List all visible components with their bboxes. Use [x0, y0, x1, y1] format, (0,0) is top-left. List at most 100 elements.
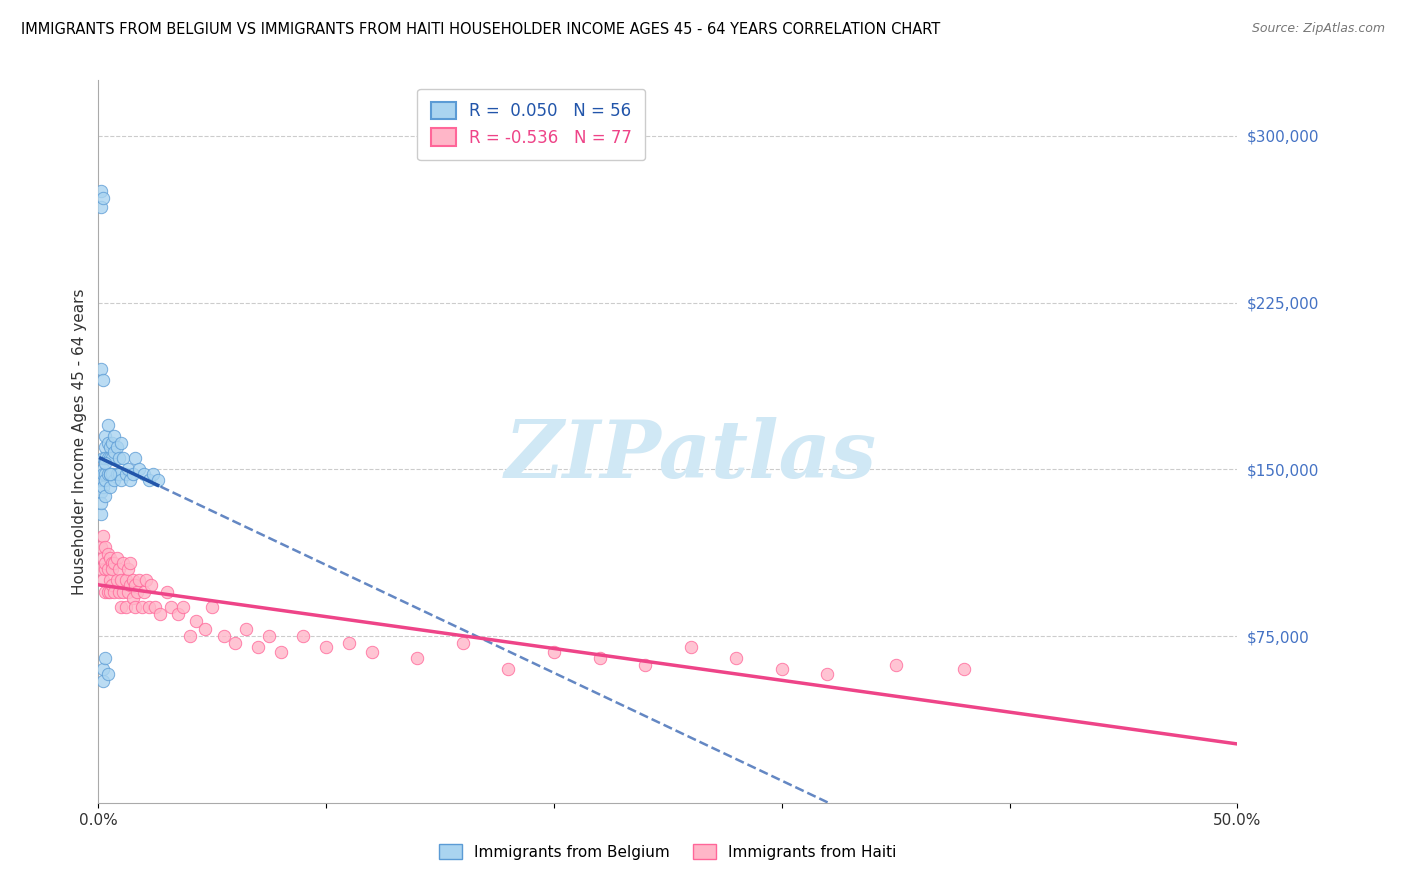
Point [105, 440, 128, 454]
Point [110, 474, 132, 488]
Point [146, 474, 169, 488]
Point [94, 489, 117, 503]
Point [98, 480, 121, 494]
Point [634, 657, 657, 672]
Point [101, 556, 124, 570]
Point [101, 467, 124, 481]
Point [108, 584, 131, 599]
Point [138, 600, 160, 615]
Point [94, 440, 117, 454]
Point [172, 600, 194, 615]
Point [884, 657, 907, 672]
Point [96, 435, 118, 450]
Point [96, 562, 118, 576]
Point [98, 467, 121, 481]
Point [91, 373, 114, 387]
Point [128, 462, 150, 476]
Point [91, 529, 114, 543]
Point [135, 574, 157, 588]
Point [98, 574, 121, 588]
Point [94, 467, 117, 481]
Text: IMMIGRANTS FROM BELGIUM VS IMMIGRANTS FROM HAITI HOUSEHOLDER INCOME AGES 45 - 64: IMMIGRANTS FROM BELGIUM VS IMMIGRANTS FR… [21, 22, 941, 37]
Point [120, 556, 142, 570]
Point [770, 662, 793, 676]
Point [117, 562, 139, 576]
Y-axis label: Householder Income Ages 45 - 64 years: Householder Income Ages 45 - 64 years [72, 288, 87, 595]
Point [90, 185, 112, 199]
Point [94, 562, 117, 576]
Point [235, 623, 257, 637]
Point [103, 429, 125, 443]
Point [124, 578, 146, 592]
Point [103, 474, 125, 488]
Point [406, 651, 429, 665]
Point [94, 651, 117, 665]
Point [138, 474, 160, 488]
Legend: Immigrants from Belgium, Immigrants from Haiti: Immigrants from Belgium, Immigrants from… [432, 836, 904, 867]
Point [91, 467, 114, 481]
Point [815, 666, 838, 681]
Point [108, 562, 131, 576]
Point [149, 607, 172, 621]
Point [112, 584, 135, 599]
Point [91, 574, 114, 588]
Point [101, 578, 124, 592]
Point [90, 507, 112, 521]
Point [120, 578, 142, 592]
Point [194, 623, 217, 637]
Point [90, 540, 112, 554]
Point [90, 496, 112, 510]
Point [103, 444, 125, 458]
Point [201, 600, 224, 615]
Point [108, 467, 131, 481]
Point [91, 451, 114, 466]
Point [246, 640, 269, 655]
Point [292, 629, 315, 643]
Point [91, 462, 114, 476]
Point [224, 636, 246, 650]
Point [131, 600, 153, 615]
Point [186, 614, 208, 628]
Point [103, 556, 125, 570]
Point [108, 451, 131, 466]
Point [98, 467, 121, 481]
Text: Source: ZipAtlas.com: Source: ZipAtlas.com [1251, 22, 1385, 36]
Point [101, 562, 124, 576]
Point [337, 636, 360, 650]
Point [139, 578, 162, 592]
Point [259, 629, 281, 643]
Point [112, 556, 135, 570]
Point [117, 584, 139, 599]
Point [91, 662, 114, 676]
Point [114, 600, 136, 615]
Point [160, 600, 183, 615]
Point [124, 451, 146, 466]
Point [105, 551, 128, 566]
Point [96, 584, 118, 599]
Point [101, 451, 124, 466]
Point [498, 662, 520, 676]
Point [90, 484, 112, 499]
Point [114, 574, 136, 588]
Point [167, 607, 190, 621]
Point [120, 474, 142, 488]
Point [110, 600, 132, 615]
Point [121, 467, 143, 481]
Point [212, 629, 235, 643]
Point [360, 645, 382, 659]
Point [156, 584, 179, 599]
Point [94, 474, 117, 488]
Point [127, 584, 149, 599]
Point [112, 451, 135, 466]
Point [132, 584, 155, 599]
Point [121, 574, 143, 588]
Point [90, 562, 112, 576]
Point [725, 651, 748, 665]
Point [91, 480, 114, 494]
Text: ZIPatlas: ZIPatlas [505, 417, 877, 495]
Point [101, 435, 124, 450]
Point [96, 451, 118, 466]
Point [90, 362, 112, 376]
Point [953, 662, 976, 676]
Point [91, 673, 114, 688]
